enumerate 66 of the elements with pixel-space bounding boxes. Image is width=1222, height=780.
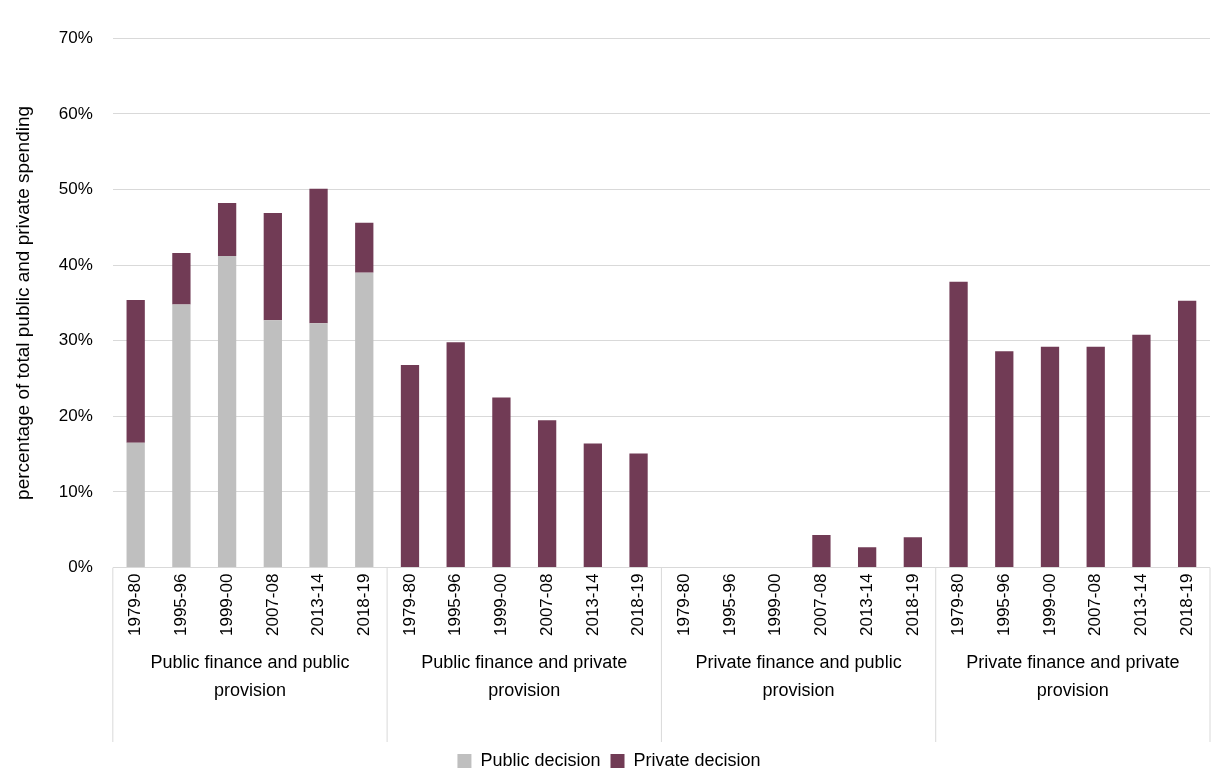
bar [217, 203, 237, 257]
x-tick-label: 1995-96 [993, 573, 1013, 636]
x-tick-label: 1979-80 [948, 573, 968, 636]
bar [400, 364, 420, 568]
y-tick-label: 40% [58, 254, 93, 274]
y-axis-title: percentage of total public and private spending [11, 105, 33, 500]
bar [126, 299, 145, 443]
x-tick-label: 1999-00 [765, 573, 785, 636]
bar [126, 442, 145, 568]
legend-label: Private decision [633, 749, 761, 770]
bar [629, 453, 648, 568]
bar [1132, 334, 1151, 568]
bar [309, 323, 328, 568]
x-tick-label: 2018-19 [353, 573, 373, 636]
bar [172, 304, 191, 568]
x-tick-label: 2007-08 [1085, 573, 1105, 636]
text: Private finance and private provision [966, 651, 1180, 700]
bar [172, 252, 191, 305]
y-tick-label: 0% [68, 557, 93, 577]
x-tick-label: 2013-14 [308, 573, 328, 636]
x-tick-label: 1979-80 [399, 573, 419, 636]
bar [263, 212, 282, 321]
x-tick-label: 1995-96 [445, 573, 465, 636]
y-tick-label: 20% [58, 406, 93, 426]
x-tick-label: 2007-08 [262, 573, 282, 636]
bar [355, 222, 374, 273]
bar [537, 420, 557, 568]
text: Public finance and private provision [421, 651, 628, 700]
x-tick-label: 2013-14 [856, 573, 876, 636]
bar [903, 537, 922, 568]
bar [995, 351, 1014, 568]
legend-label: Public decision [480, 749, 601, 770]
bar [583, 443, 602, 568]
x-tick-label: 2007-08 [811, 573, 831, 636]
x-tick-label: 1999-00 [216, 573, 236, 636]
text: Private finance and public provision [695, 651, 902, 700]
y-tick-label: 50% [58, 179, 93, 199]
bar [492, 397, 511, 568]
y-tick-label: 30% [58, 330, 93, 350]
x-tick-label: 2013-14 [1131, 573, 1151, 636]
text: Public finance and public provision [150, 651, 350, 700]
bar [446, 342, 465, 568]
x-tick-label: 1999-00 [1039, 573, 1059, 636]
x-tick-label: 1979-80 [125, 573, 145, 636]
bar [812, 535, 831, 568]
bar [355, 272, 374, 568]
x-tick-label: 2013-14 [582, 573, 602, 636]
bar [1086, 346, 1105, 568]
bar [949, 281, 968, 568]
x-tick-label: 1979-80 [673, 573, 693, 636]
bar [857, 547, 877, 568]
bar [309, 188, 328, 324]
bar [1178, 300, 1197, 568]
y-tick-label: 10% [58, 481, 93, 501]
x-tick-label: 1995-96 [719, 573, 739, 636]
bar [217, 256, 237, 568]
x-tick-label: 2018-19 [628, 573, 648, 636]
y-tick-label: 60% [58, 103, 93, 123]
x-tick-label: 1999-00 [491, 573, 511, 636]
x-tick-label: 1995-96 [171, 573, 191, 636]
bar [1040, 346, 1060, 568]
x-tick-label: 2007-08 [536, 573, 556, 636]
x-tick-label: 2018-19 [1176, 573, 1196, 636]
x-tick-label: 2018-19 [902, 573, 922, 636]
bar [263, 320, 282, 568]
y-tick-label: 70% [58, 27, 93, 47]
